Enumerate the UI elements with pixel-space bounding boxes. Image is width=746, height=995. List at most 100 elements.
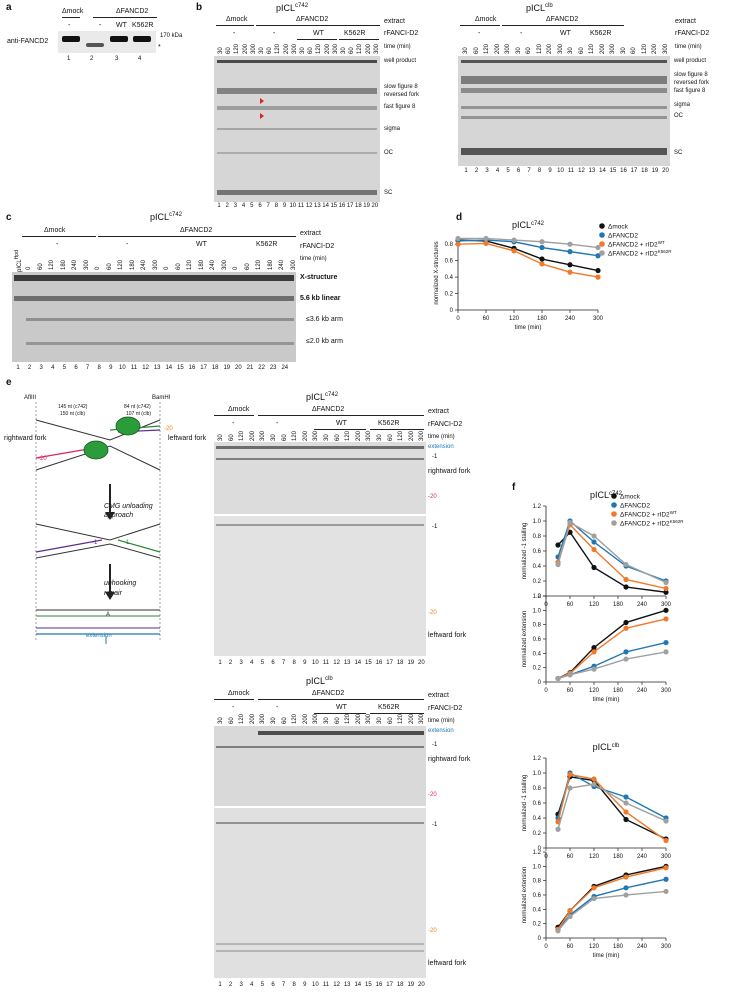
x-tick-label: 180 [537, 316, 548, 322]
legend-marker [599, 223, 605, 229]
time-label: 300 [221, 259, 228, 270]
lane-number: 7 [85, 365, 90, 371]
band-label: SC [384, 190, 393, 196]
condition-label: - [99, 22, 102, 29]
lane-number: 15 [609, 168, 617, 174]
time-label: 60 [578, 47, 585, 54]
time-label: 200 [599, 43, 606, 54]
data-point [623, 816, 629, 823]
lane-number: 19 [223, 365, 231, 371]
minus1-label: -1 [432, 524, 438, 530]
extension-label: extension [86, 633, 112, 639]
data-point [455, 241, 461, 247]
lane-number: 3 [39, 365, 43, 371]
minus1-label: -1 [432, 742, 438, 748]
y-tick-label: 1.0 [533, 771, 542, 777]
lane-number: 3 [485, 168, 489, 174]
lane-number: 10 [289, 203, 297, 209]
data-point [623, 576, 629, 583]
y-tick-label: 0.4 [533, 907, 542, 913]
data-point [623, 794, 629, 800]
data-point [567, 771, 573, 778]
data-point [511, 237, 517, 243]
data-point [623, 561, 629, 568]
time-label: 30 [463, 47, 469, 54]
time-label: 120 [484, 43, 490, 54]
x-tick-label: 300 [661, 854, 672, 860]
data-point [567, 785, 573, 791]
data-point [591, 885, 597, 891]
lane-number: 22 [258, 365, 265, 371]
series-line [557, 651, 667, 680]
lane-number: 15 [177, 365, 184, 371]
x-tick-label: 60 [567, 602, 574, 608]
panel-letter-c: c [6, 212, 12, 223]
extract-label: extract [300, 230, 322, 237]
distance-label: 150 nt (clb) [60, 411, 86, 417]
legend-marker [599, 241, 605, 247]
data-point [663, 639, 669, 646]
time-label: 120 [398, 430, 405, 441]
time-label: 120 [256, 259, 262, 270]
time-label: 200 [302, 713, 309, 724]
lane-number: 9 [109, 365, 113, 371]
lane-number: 12 [333, 660, 340, 666]
lane-number: 7 [266, 203, 270, 209]
lane-number: 2 [90, 56, 94, 62]
group-mock: Δmock [228, 406, 250, 413]
y-tick-label: 0.6 [533, 637, 542, 643]
data-point [623, 625, 629, 631]
afliii-label: AflIII [24, 395, 37, 401]
lane-number: 17 [200, 365, 207, 371]
lane-number: 6 [271, 982, 275, 988]
chart-d: 0 0.2 0.4 0.6 0.8 0 60 120 180 240 300 time (min) no… [434, 220, 672, 331]
band-label: well product [384, 58, 417, 64]
lane-number: 3 [239, 660, 243, 666]
lane-number: 7 [527, 168, 531, 174]
condition-label: WT [313, 30, 324, 37]
condition-label: WT [560, 30, 571, 37]
y-tick-label: 0.2 [445, 292, 454, 298]
lane-number: 8 [292, 660, 296, 666]
legend-label: ΔFANCD2 [620, 503, 650, 510]
lane-number: 23 [269, 365, 277, 371]
lane-number: 10 [557, 168, 564, 174]
lane-number: 2 [228, 660, 233, 666]
group-underline [314, 713, 366, 714]
time-label: 0 [26, 266, 32, 270]
time-label: 180 [60, 259, 67, 270]
minus20-label: -20 [38, 456, 47, 462]
lane-number: 13 [343, 660, 351, 666]
band-label: sigma [384, 126, 401, 132]
lane-number: 1 [218, 982, 222, 988]
lane-number: 15 [365, 660, 372, 666]
lane-number: 5 [506, 168, 510, 174]
x-axis-label: time (min) [515, 325, 542, 331]
data-point [591, 533, 597, 539]
time-label: 60 [226, 47, 233, 54]
time-label: 120 [398, 713, 405, 724]
group-underline [98, 236, 296, 237]
time-label: 120 [345, 430, 352, 441]
time-label: 300 [332, 43, 339, 54]
time-label: 200 [249, 430, 256, 441]
data-point [567, 241, 573, 247]
data-point [539, 244, 545, 251]
legend-label: ΔFANCD2 + rID2K562R [608, 249, 672, 258]
gel-title: pICLclb [526, 3, 553, 13]
y-axis-label: normalized extension [522, 867, 528, 924]
time-label: 300 [83, 259, 90, 270]
fork-label: rightward fork [428, 468, 471, 475]
time-label: 120 [234, 43, 241, 54]
time-label: time (min) [384, 44, 411, 50]
series-line [457, 239, 599, 257]
data-point [591, 539, 597, 545]
y-tick-label: 0.2 [533, 579, 542, 585]
x-tick-label: 120 [509, 316, 520, 322]
gel-bands [216, 524, 424, 526]
time-label: 300 [610, 43, 616, 54]
lane-number: 10 [312, 982, 319, 988]
time-label: 60 [334, 434, 341, 441]
step-label: CMG unloading [104, 503, 153, 510]
